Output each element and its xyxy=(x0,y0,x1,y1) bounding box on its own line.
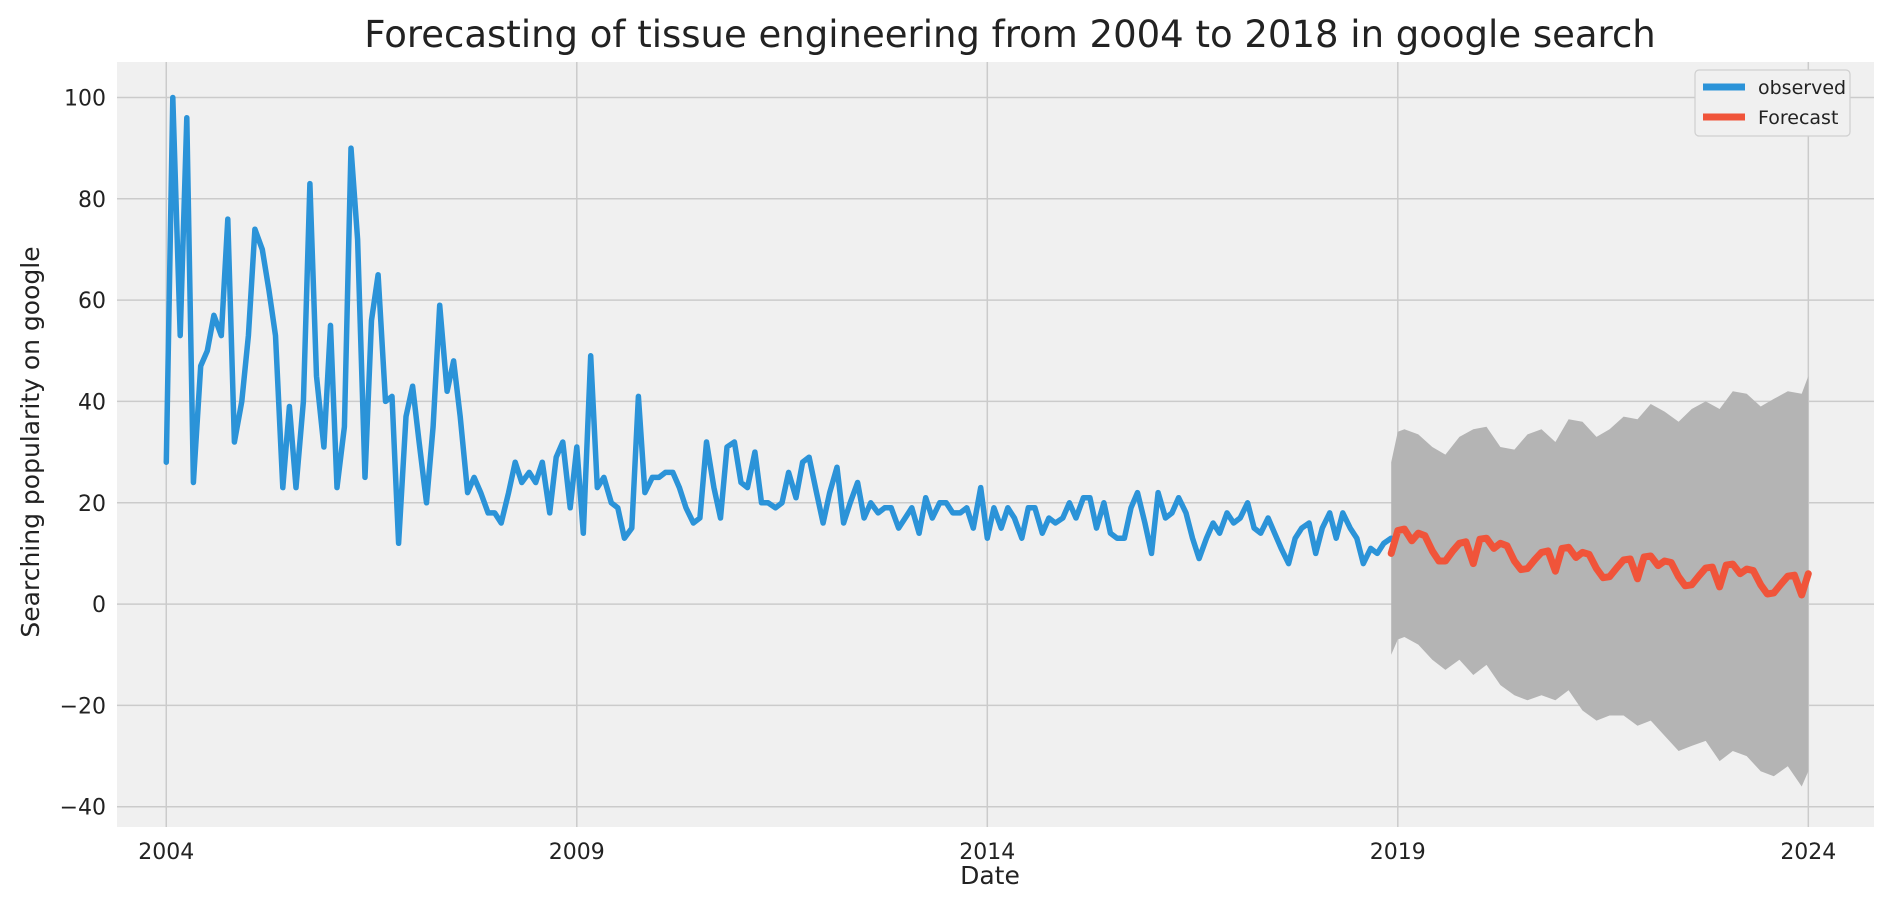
forecast-series-line xyxy=(1387,525,1812,599)
series-lines xyxy=(163,94,1812,599)
legend-label-forecast: Forecast xyxy=(1758,107,1838,129)
y-tick-label: −20 xyxy=(60,694,106,719)
legend-label-observed: observed xyxy=(1758,77,1846,99)
y-tick-label: 40 xyxy=(78,390,106,415)
x-tick-label: 2004 xyxy=(138,840,194,865)
legend: observed Forecast xyxy=(1694,69,1851,137)
y-tick-label: 0 xyxy=(92,593,106,618)
y-tick-label: 80 xyxy=(78,188,106,213)
y-tick-label: 100 xyxy=(64,86,106,111)
chart-title: Forecasting of tissue engineering from 2… xyxy=(364,13,1656,56)
observed-series-line xyxy=(163,94,1394,567)
y-axis-label: Searching popularity on google xyxy=(16,246,45,637)
y-tick-label: 60 xyxy=(78,289,106,314)
x-tick-label: 2019 xyxy=(1370,840,1426,865)
x-axis-label: Date xyxy=(960,861,1020,890)
y-tick-label: −40 xyxy=(60,796,106,821)
confidence-band xyxy=(1391,376,1809,787)
x-tick-label: 2024 xyxy=(1780,840,1836,865)
y-tick-label: 20 xyxy=(78,492,106,517)
x-tick-label: 2009 xyxy=(549,840,605,865)
x-tick-label: 2014 xyxy=(959,840,1015,865)
tick-labels: 2004 2009 2014 2019 2024 −40 −20 0 20 40 60 80 100 xyxy=(60,86,1837,865)
